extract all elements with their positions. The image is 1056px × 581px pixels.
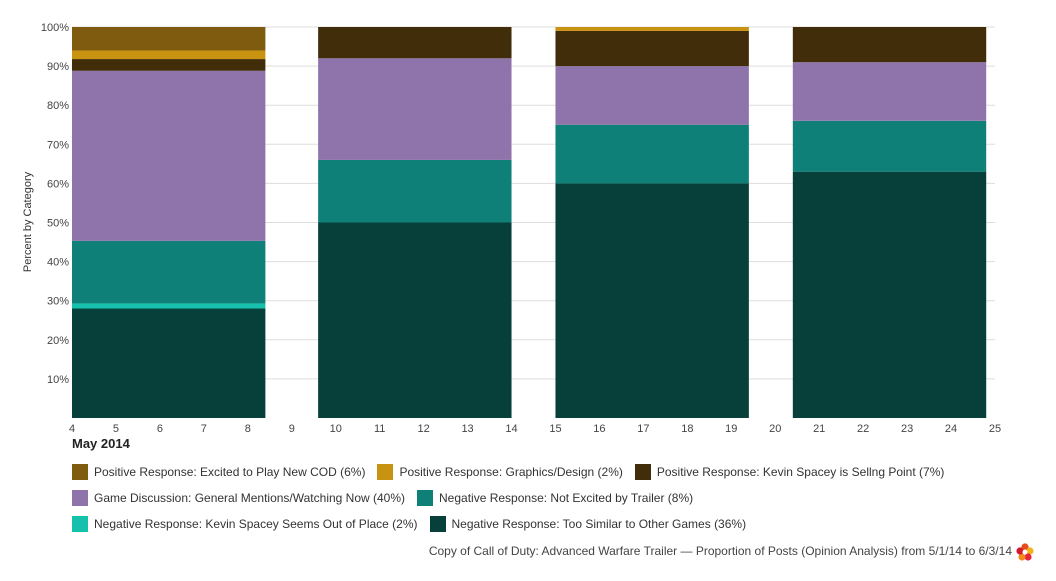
x-tick-label: 6 [157, 423, 163, 435]
legend-row: Negative Response: Kevin Spacey Seems Ou… [72, 511, 972, 537]
bar-segment [72, 70, 266, 241]
y-tick-label: 50% [47, 218, 69, 230]
legend-label: Positive Response: Graphics/Design (2%) [399, 465, 623, 479]
y-tick-label: 20% [47, 335, 69, 347]
flower-logo-icon [1016, 543, 1034, 561]
x-tick-label: 15 [549, 423, 561, 435]
legend-label: Positive Response: Excited to Play New C… [94, 465, 366, 479]
legend-swatch [72, 490, 88, 506]
y-axis-ticks: 10% 20% 30% 40% 50% 60% 70% 80% 90% 100% [41, 22, 69, 386]
y-tick-label: 60% [47, 178, 69, 190]
bar-segment [555, 124, 749, 184]
legend-item[interactable]: Negative Response: Too Similar to Other … [429, 516, 747, 532]
legend-label: Game Discussion: General Mentions/Watchi… [94, 491, 406, 505]
legend-row: Positive Response: Excited to Play New C… [72, 459, 972, 485]
x-tick-label: 21 [813, 423, 825, 435]
bar-segment [555, 30, 749, 67]
bar-segment [318, 159, 512, 223]
legend-swatch [377, 464, 394, 480]
legend-item[interactable]: Game Discussion: General Mentions/Watchi… [72, 490, 405, 506]
bar-segment [72, 27, 266, 51]
y-tick-label: 90% [47, 61, 69, 73]
bar-segment [318, 27, 512, 59]
legend: Positive Response: Excited to Play New C… [72, 459, 972, 537]
bar-segment [72, 308, 266, 418]
y-tick-label: 10% [47, 374, 69, 386]
x-tick-label: 22 [857, 423, 869, 435]
legend-item[interactable]: Positive Response: Excited to Play New C… [72, 464, 365, 480]
x-tick-label: 12 [417, 423, 429, 435]
bar-segment [792, 171, 987, 418]
x-tick-label: 14 [505, 423, 517, 435]
legend-label: Positive Response: Kevin Spacey is Selln… [656, 465, 945, 479]
x-tick-label: 18 [681, 423, 693, 435]
stacked-bar-chart: 10% 20% 30% 40% 50% 60% 70% 80% 90% 100% 4 5 6 7 8 9 10… [22, 22, 1001, 451]
legend-swatch [634, 464, 651, 480]
legend-label: Negative Response: Too Similar to Other … [451, 517, 747, 531]
legend-row: Game Discussion: General Mentions/Watchi… [72, 485, 972, 511]
bar-group [72, 27, 987, 418]
x-tick-label: 17 [637, 423, 649, 435]
bar-segment [72, 303, 266, 309]
bar-segment [792, 62, 987, 121]
y-tick-label: 80% [47, 100, 69, 112]
bar-segment [72, 50, 266, 60]
legend-swatch [72, 516, 88, 532]
x-tick-label: 20 [769, 423, 781, 435]
x-tick-label: 11 [374, 423, 385, 435]
x-tick-label: 5 [113, 423, 119, 435]
bar-segment [318, 58, 512, 160]
x-tick-label: 25 [989, 423, 1001, 435]
x-tick-label: 4 [69, 423, 75, 435]
x-tick-label: 23 [901, 423, 913, 435]
y-tick-label: 70% [47, 139, 69, 151]
bar-segment [318, 222, 512, 418]
legend-item[interactable]: Positive Response: Graphics/Design (2%) [377, 464, 623, 480]
legend-label: Negative Response: Kevin Spacey Seems Ou… [94, 517, 418, 531]
y-axis-label: Percent by Category [22, 171, 34, 272]
bar-segment [792, 120, 987, 172]
legend-swatch [72, 464, 88, 480]
legend-item[interactable]: Positive Response: Kevin Spacey is Selln… [634, 464, 945, 480]
x-tick-label: 9 [289, 423, 295, 435]
bar-segment [792, 27, 987, 63]
x-tick-label: 19 [725, 423, 737, 435]
y-tick-label: 30% [47, 296, 69, 308]
bar-segment [72, 59, 266, 71]
x-tick-label: 16 [593, 423, 605, 435]
legend-swatch [429, 516, 446, 532]
y-tick-label: 100% [41, 22, 69, 34]
bar-segment [555, 66, 749, 125]
bar-segment [555, 183, 749, 418]
x-axis-ticks: 4 5 6 7 8 9 10 11 12 13 14 15 16 17 18 19 20 21 22 23 24 25 [69, 423, 1001, 435]
x-tick-label: 7 [201, 423, 207, 435]
y-tick-label: 40% [47, 257, 69, 269]
x-axis-month-label: May 2014 [72, 436, 131, 451]
legend-swatch [417, 490, 434, 506]
legend-label: Negative Response: Not Excited by Traile… [439, 491, 694, 505]
bar-segment [555, 27, 749, 31]
x-tick-label: 24 [945, 423, 957, 435]
x-tick-label: 8 [245, 423, 251, 435]
chart-caption: Copy of Call of Duty: Advanced Warfare T… [428, 544, 1012, 558]
legend-item[interactable]: Negative Response: Kevin Spacey Seems Ou… [72, 516, 418, 532]
x-tick-label: 10 [330, 423, 342, 435]
bar-segment [72, 240, 266, 304]
x-tick-label: 13 [461, 423, 473, 435]
legend-item[interactable]: Negative Response: Not Excited by Traile… [417, 490, 693, 506]
